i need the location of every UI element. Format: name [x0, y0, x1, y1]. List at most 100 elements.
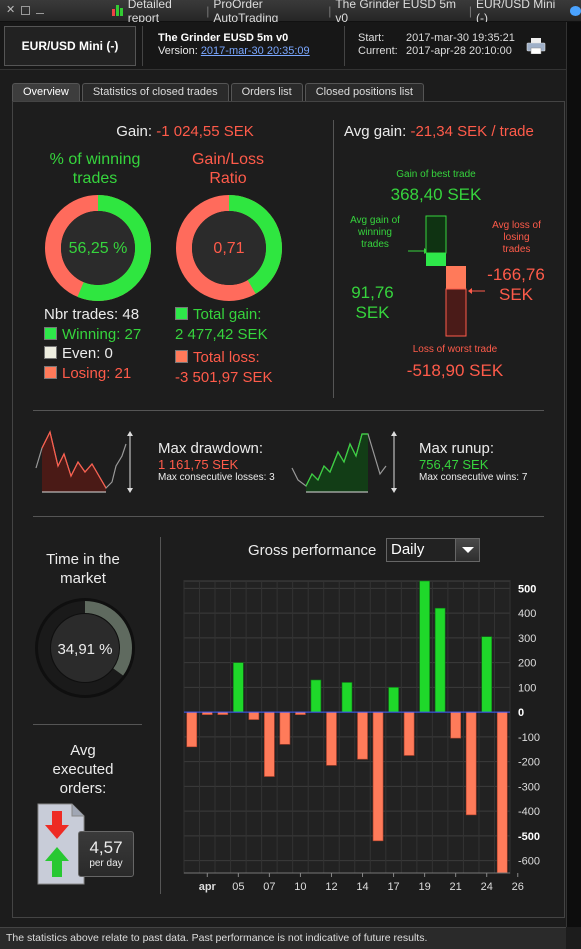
side-strip [566, 22, 581, 927]
chart-bar [372, 711, 384, 842]
avg-orders-title: Avg executed orders: [52, 742, 114, 797]
nbr-trades: Nbr trades: 48 [44, 306, 140, 323]
total-loss-label: Total loss: [193, 349, 260, 366]
x-tick-label: 17 [387, 881, 399, 893]
version-label: Version: [158, 45, 198, 57]
chart-bar [465, 711, 477, 816]
x-tick-label: 19 [418, 881, 430, 893]
start-label: Start: [358, 32, 385, 44]
period-selected: Daily [391, 541, 425, 558]
avg-loss-label: Avg loss of losing trades [492, 220, 541, 255]
tab-orders-list[interactable]: Orders list [230, 83, 303, 101]
minimize-window-icon[interactable] [35, 8, 45, 14]
donut-center [61, 211, 135, 285]
even-legend-icon [44, 346, 57, 359]
y-tick-label: -100 [518, 732, 540, 744]
best-trade-box [425, 215, 447, 254]
gain-loss-ratio-donut: 0,71 [176, 195, 282, 301]
sell-arrow-icon [45, 811, 69, 839]
tab-statistics[interactable]: Statistics of closed trades [81, 83, 229, 101]
period-dropdown[interactable]: Daily [386, 538, 480, 562]
avg-loss-bar [446, 266, 466, 289]
y-tick-label: 200 [518, 658, 536, 670]
winning-legend-icon [44, 326, 57, 340]
losing-count: Losing: 21 [62, 364, 132, 382]
current-value: 2017-apr-28 20:10:00 [406, 45, 512, 57]
donut-winning-arc [45, 195, 151, 301]
trade-counts: Nbr trades: 48 Winning: 27 Even: 0 Losin… [44, 305, 141, 383]
total-gain-label: Total gain: [193, 306, 262, 323]
winning-trades-title: % of winning trades [49, 151, 141, 187]
runup-info: Max runup: 756,47 SEK Max consecutive wi… [419, 440, 527, 483]
worst-trade-label: Loss of worst trade [412, 344, 498, 355]
chevron-down-icon[interactable] [455, 539, 479, 561]
tab-overview[interactable]: Overview [12, 83, 80, 101]
runup-consec: Max consecutive wins: 7 [419, 472, 528, 483]
maximize-window-icon[interactable] [21, 6, 30, 15]
avg-win-bar [426, 253, 446, 266]
chart-bar [434, 607, 446, 713]
y-tick-label: -200 [518, 757, 540, 769]
performance-title: Gross performance [248, 542, 377, 559]
worst-trade-box [445, 288, 467, 337]
losing-legend-icon [44, 365, 57, 379]
chart-bar [357, 711, 368, 760]
runup-sparkline [291, 431, 397, 493]
chart-bar [388, 687, 399, 713]
chart-plot-area [183, 580, 511, 874]
y-tick-label: -500 [518, 831, 540, 843]
start-value: 2017-mar-30 19:35:21 [406, 32, 515, 44]
chart-bar [248, 711, 260, 720]
total-loss-value: -3 501,97 SEK [175, 368, 273, 386]
disclaimer-footer: The statistics above relate to past data… [0, 927, 566, 949]
ratio-text: 0,71 [213, 240, 244, 257]
chart-bar [279, 711, 291, 745]
chart-bar [264, 711, 275, 777]
drawdown-sparkline [35, 430, 133, 493]
gross-performance-chart: 500 400 300 200 100 0 -100 -200 -300 -400 -500 -600… [183, 580, 540, 893]
avg-gain-label: Avg gain: [344, 123, 407, 140]
close-window-icon[interactable]: ✕ [6, 4, 16, 16]
winning-trades-donut: 56,25 % [45, 195, 151, 301]
breadcrumb-strategy[interactable]: The Grinder EUSD 5m v0 [335, 0, 457, 25]
best-trade-value: 368,40 SEK [390, 185, 482, 204]
y-tick-label: -600 [518, 856, 540, 868]
y-tick-label: 300 [518, 633, 536, 645]
x-tick-label: 26 [512, 881, 524, 893]
gain-label: Gain: [116, 123, 153, 140]
x-tick-label: 07 [263, 881, 275, 893]
x-tick-label: 21 [450, 881, 462, 893]
market-arc [38, 601, 132, 695]
tab-closed-positions[interactable]: Closed positions list [304, 83, 424, 101]
instrument-label: EUR/USD Mini (-) [4, 26, 136, 66]
x-tick-label: 10 [294, 881, 306, 893]
gain-value: -1 024,55 SEK [156, 123, 254, 140]
time-in-market-donut: 34,91 % [35, 598, 135, 698]
y-tick-label: 500 [518, 583, 536, 595]
chart-bar [450, 711, 461, 739]
breadcrumb-detailed-report[interactable]: Detailed report [127, 0, 172, 25]
chart-bar [496, 711, 508, 874]
version-link[interactable]: 2017-mar-30 20:35:09 [200, 45, 310, 57]
orders-icon [37, 803, 85, 885]
x-tick-label: 14 [356, 881, 368, 893]
chart-bar [186, 711, 198, 748]
drawdown-value: 1 161,75 SEK [158, 457, 239, 472]
tab-bar: Overview Statistics of closed trades Ord… [12, 83, 426, 101]
candlestick-icon [112, 4, 124, 17]
current-label: Current: [358, 45, 398, 57]
drawdown-label: Max drawdown: [158, 440, 264, 457]
window-titlebar: ✕ Detailed report | ProOrder AutoTrading… [0, 0, 581, 25]
worst-trade-value: -518,90 SEK [406, 361, 504, 380]
avg-gain-heading: Avg gain: -21,34 SEK / trade [344, 123, 534, 140]
breadcrumb-proorder[interactable]: ProOrder AutoTrading [213, 0, 279, 25]
x-tick-label: apr [199, 881, 217, 893]
breadcrumb-instrument[interactable]: EUR/USD Mini (-) [475, 0, 556, 25]
total-gain-icon [175, 307, 188, 320]
avg-win-value: 91,76 SEK [351, 283, 394, 322]
buy-arrow-icon [45, 847, 69, 877]
chat-bubble-icon[interactable] [569, 5, 581, 16]
print-icon[interactable] [526, 38, 546, 54]
ratio-center [192, 211, 266, 285]
even-count: Even: 0 [62, 345, 113, 362]
